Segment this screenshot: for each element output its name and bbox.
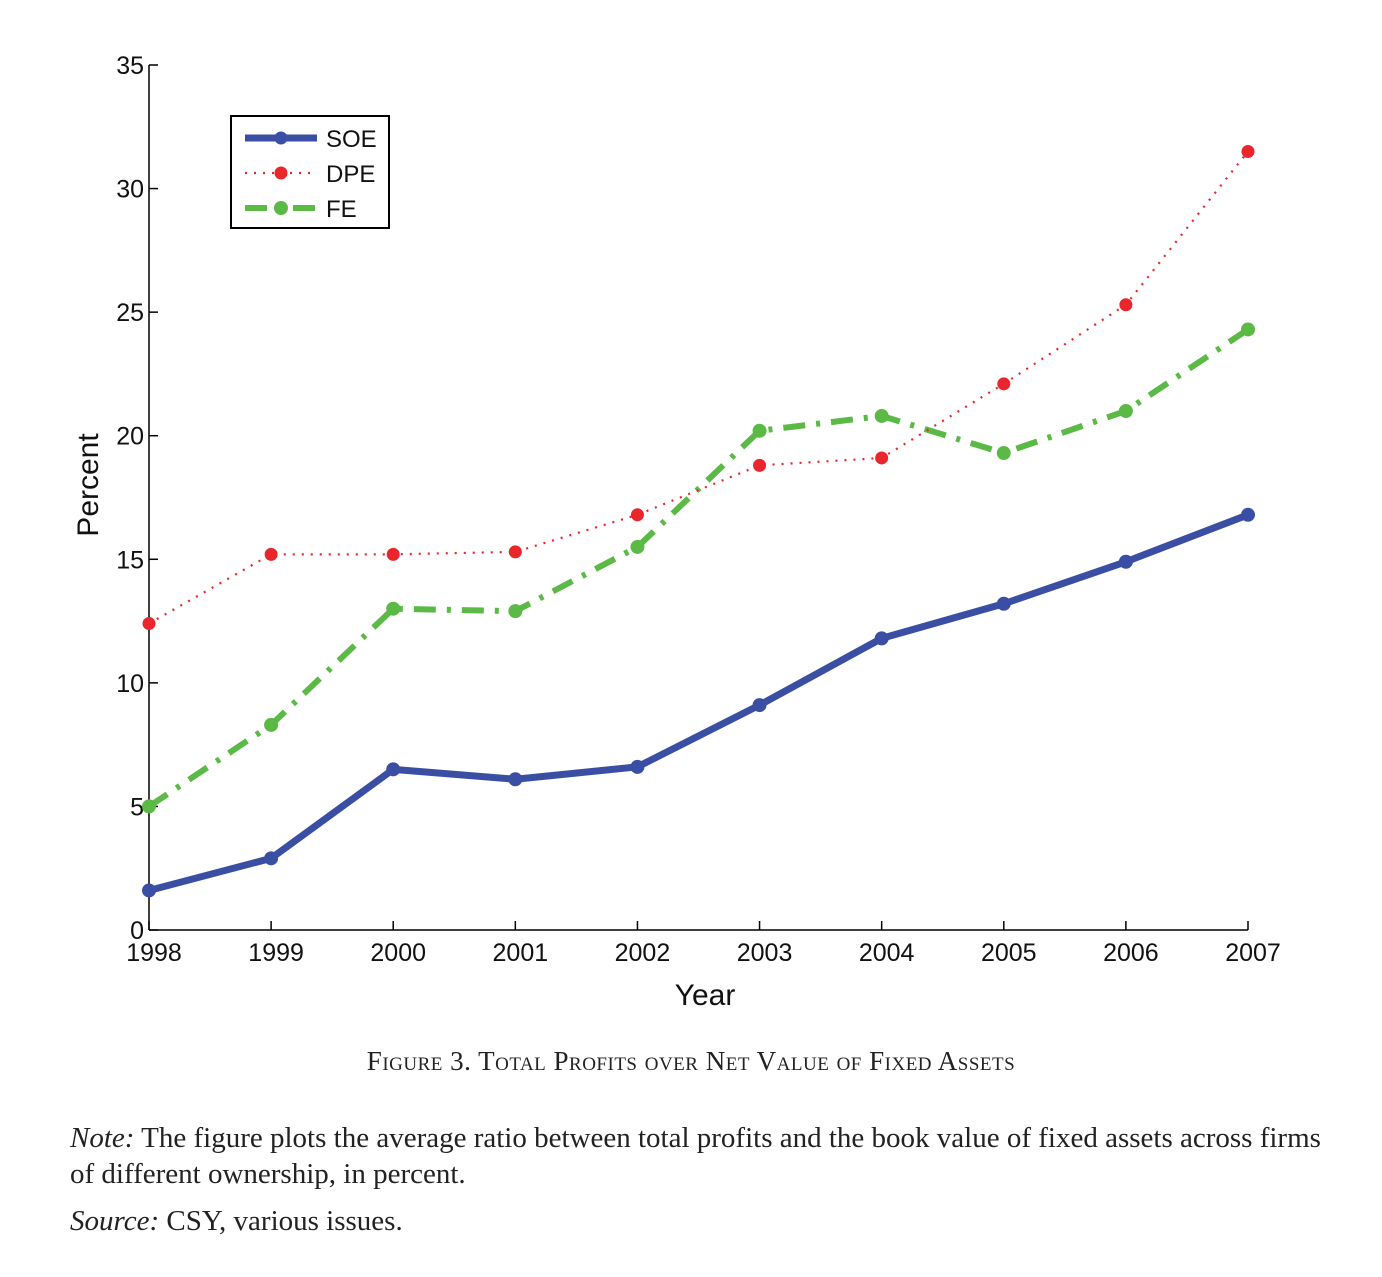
series-line-dpe <box>148 150 1249 625</box>
legend-marker <box>274 201 288 215</box>
figure-source: Source: CSY, various issues. <box>70 1205 403 1238</box>
x-tick-label: 2006 <box>1103 939 1159 967</box>
legend-label: DPE <box>326 161 375 188</box>
data-point <box>1241 145 1255 158</box>
data-point <box>752 698 767 713</box>
x-tick-label: 2001 <box>493 939 549 967</box>
data-point <box>630 539 645 554</box>
data-point <box>264 851 279 866</box>
data-point <box>753 458 767 472</box>
note-lead: Note: <box>70 1122 135 1154</box>
series-layer <box>142 145 1255 898</box>
data-point <box>386 601 401 616</box>
x-axis-label: Year <box>675 979 736 1012</box>
source-text: CSY, various issues. <box>166 1205 403 1237</box>
x-tick-label: 2000 <box>370 939 426 967</box>
data-point <box>752 423 767 438</box>
data-point <box>875 451 889 465</box>
data-point <box>386 547 400 561</box>
series-soe <box>142 507 1255 898</box>
y-tick-label: 30 <box>116 176 144 204</box>
data-point <box>1118 554 1133 569</box>
data-point <box>386 762 401 777</box>
figure-caption: Figure 3. Total Profits over Net Value o… <box>0 1046 1382 1077</box>
data-point <box>874 408 889 423</box>
legend-label: SOE <box>326 126 377 153</box>
figure-label: Figure 3. <box>366 1046 472 1076</box>
legend-item-soe: SOE <box>245 126 377 153</box>
y-tick-label: 20 <box>116 423 144 451</box>
legend-marker <box>274 131 288 145</box>
series-line-soe <box>148 511 1250 894</box>
data-point <box>1241 507 1255 522</box>
data-point <box>1119 298 1133 312</box>
figure-title: Total Profits over Net Value of Fixed As… <box>478 1046 1016 1076</box>
y-tick-label: 10 <box>116 670 144 698</box>
data-point <box>997 377 1011 391</box>
data-point <box>874 631 889 646</box>
y-tick-label: 25 <box>116 299 144 327</box>
y-tick-label: 15 <box>116 546 144 574</box>
y-tick-label: 5 <box>130 793 144 821</box>
legend: SOE DPE FE <box>230 115 390 229</box>
x-tick-label: 2003 <box>737 939 793 967</box>
data-point <box>996 596 1011 611</box>
series-fe <box>142 322 1255 814</box>
data-point <box>996 446 1011 461</box>
data-point <box>508 772 523 787</box>
y-tick-label: 35 <box>116 52 144 80</box>
x-tick-label: 2005 <box>981 939 1037 967</box>
legend-marker <box>274 166 288 180</box>
data-point <box>630 508 644 522</box>
series-dpe <box>142 145 1255 631</box>
x-tick-label: 2004 <box>859 939 915 967</box>
data-point <box>508 604 523 619</box>
figure-note: Note: The figure plots the average ratio… <box>70 1120 1330 1192</box>
data-point <box>264 547 278 561</box>
data-point <box>1241 322 1255 337</box>
y-axis-label: Percent <box>72 433 105 537</box>
x-tick-label: 2002 <box>615 939 671 967</box>
legend-item-dpe: DPE <box>245 161 375 188</box>
data-point <box>508 545 522 559</box>
x-tick-label: 2007 <box>1225 939 1281 967</box>
data-point <box>630 759 645 774</box>
legend-item-fe: FE <box>245 196 357 223</box>
axes: 0 5 10 15 20 25 30 35 1998 1999 2000 2001 2002 2003 20… <box>116 52 1281 967</box>
note-text: The figure plots the average ratio betwe… <box>70 1122 1321 1190</box>
series-line-fe <box>147 326 1250 809</box>
legend-label: FE <box>326 196 357 223</box>
data-point <box>142 617 156 631</box>
y-tick-label: 0 <box>130 917 144 945</box>
data-point <box>264 717 279 732</box>
data-point <box>1118 404 1133 418</box>
data-point <box>142 799 156 814</box>
line-chart: 0 5 10 15 20 25 30 35 1998 1999 2000 2001 2002 2003 20… <box>72 52 1281 1012</box>
x-tick-label: 1999 <box>248 939 304 967</box>
source-lead: Source: <box>70 1205 160 1237</box>
x-tick-label: 1998 <box>126 939 182 967</box>
data-point <box>142 883 156 898</box>
